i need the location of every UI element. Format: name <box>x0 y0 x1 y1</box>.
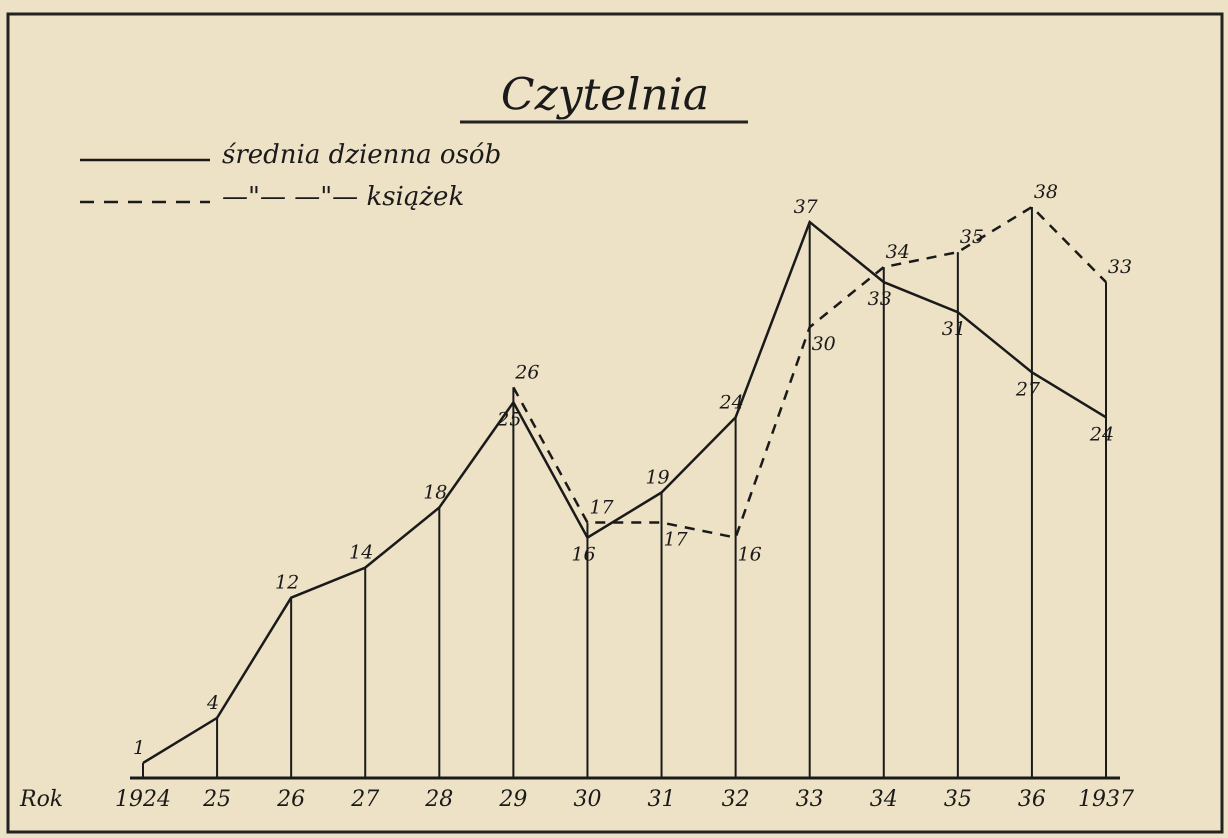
x-tick-label: 36 <box>1018 787 1046 812</box>
data-label: 1 <box>133 737 145 759</box>
data-label: 17 <box>663 529 688 551</box>
x-tick-label: 33 <box>796 787 824 812</box>
chart: Czytelnia Rok średnia dzienna osób —"— —"… <box>0 0 1228 838</box>
data-label: 24 <box>1089 423 1114 445</box>
data-label: 16 <box>571 544 595 566</box>
x-tick-label: 31 <box>648 787 676 812</box>
data-label: 33 <box>1108 256 1132 278</box>
data-label: 18 <box>423 482 447 504</box>
x-tick-label: 1924 <box>115 787 171 812</box>
x-tick-label: 29 <box>498 787 527 812</box>
data-label: 14 <box>349 542 373 564</box>
x-tick-label: 34 <box>870 787 898 812</box>
paper <box>0 0 1228 838</box>
data-label: 24 <box>719 391 744 413</box>
data-label: 26 <box>514 361 539 383</box>
x-tick-label: 35 <box>944 787 972 812</box>
data-label: 37 <box>794 196 819 218</box>
data-label: 4 <box>206 692 219 714</box>
x-axis-label: Rok <box>19 787 63 812</box>
x-tick-label: 1937 <box>1078 787 1134 812</box>
data-label: 19 <box>645 467 669 489</box>
legend-label: —"— —"— książek <box>222 182 464 212</box>
data-label: 17 <box>589 497 614 519</box>
data-label: 31 <box>942 318 966 340</box>
x-tick-label: 27 <box>350 787 379 812</box>
data-label: 38 <box>1034 181 1058 203</box>
x-tick-label: 28 <box>424 787 453 812</box>
data-label: 33 <box>868 288 892 310</box>
data-label: 35 <box>960 226 984 248</box>
x-tick-label: 30 <box>573 787 601 812</box>
data-label: 34 <box>886 241 910 263</box>
legend-label: średnia dzienna osób <box>222 140 501 170</box>
x-tick-label: 26 <box>276 787 305 812</box>
x-tick-label: 25 <box>202 787 231 812</box>
data-label: 12 <box>275 572 299 594</box>
data-label: 16 <box>738 544 762 566</box>
chart-title: Czytelnia <box>501 70 709 121</box>
data-label: 27 <box>1015 378 1041 400</box>
x-tick-label: 32 <box>722 787 750 812</box>
data-label: 25 <box>496 408 521 430</box>
data-label: 30 <box>812 333 836 355</box>
